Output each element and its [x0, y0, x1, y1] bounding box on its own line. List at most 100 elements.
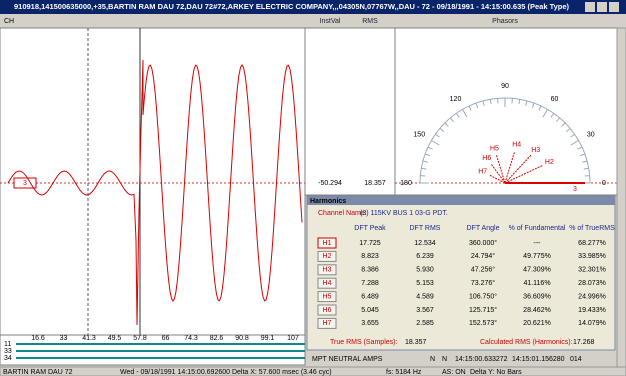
- phasor-tick: [489, 99, 492, 105]
- calc-rms-label: Calculated RMS (Harmonics):: [480, 339, 573, 346]
- harmonic-label: H6: [323, 307, 332, 314]
- phasor-tick: [542, 109, 548, 118]
- harmonic-button: [317, 304, 337, 316]
- harmonic-cell: 36.609%: [523, 293, 551, 300]
- minimize-button[interactable]: [585, 2, 595, 12]
- harmonic-cell: 125.715°: [469, 306, 497, 314]
- angle-label: 30: [587, 131, 595, 138]
- harmonic-cell: 28.073%: [578, 280, 606, 287]
- channel-name-label: Channel Name:: [318, 210, 367, 217]
- maximize-button[interactable]: [597, 2, 607, 12]
- harmonic-button: [317, 317, 337, 329]
- harmonic-button: [317, 250, 337, 262]
- x-axis-label: 82.6: [210, 335, 224, 342]
- column-header: DFT Angle: [467, 225, 500, 232]
- harmonic-cell: 47.256°: [471, 266, 495, 274]
- column-header: DFT RMS: [410, 225, 441, 232]
- harmonic-cell: 5.153: [416, 280, 434, 287]
- close-button[interactable]: [609, 2, 619, 12]
- phasor-tick: [561, 122, 566, 127]
- harmonic-button: [317, 277, 337, 289]
- title-bar: [0, 0, 626, 14]
- harmonic-label: H1: [323, 240, 332, 247]
- dialog-title: Harmonics: [310, 198, 346, 205]
- status-bar: [0, 366, 626, 376]
- harmonic-cell: 73.276°: [471, 279, 495, 287]
- true-rms: 18.357: [405, 339, 427, 346]
- readout-panel: [304, 27, 396, 196]
- phasor-tick: [422, 160, 428, 163]
- channel-row-label: 11: [4, 341, 11, 348]
- harmonic-label: H2: [323, 253, 332, 260]
- harmonic-cell: 24.996%: [578, 293, 606, 300]
- x-axis-label: 33: [60, 335, 68, 342]
- true-rms-label: True RMS (Samples):: [330, 339, 397, 346]
- harmonics-dialog: [306, 195, 616, 351]
- harmonic-cell: 12.534: [414, 240, 436, 247]
- harmonic-button: [317, 291, 337, 303]
- phasor-tick: [582, 160, 588, 163]
- harmonic-cell: 47.309%: [523, 267, 551, 274]
- channel-tag[interactable]: [13, 177, 37, 189]
- phasor-vector: [504, 154, 532, 184]
- phasor-tick: [449, 117, 454, 123]
- phasor-vector: [504, 151, 516, 184]
- harmonic-cell: 4.589: [416, 293, 434, 300]
- harmonic-cell: 14.079%: [578, 320, 606, 327]
- phasor-label: H7: [478, 168, 487, 175]
- phasor-label: H5: [490, 145, 499, 152]
- waveform-panel: [0, 27, 306, 336]
- channel-bar-field: 14:15:01.156280: [512, 356, 565, 363]
- column-header: % of TrueRMS: [569, 225, 615, 232]
- harmonic-cell: 68.277%: [578, 240, 606, 247]
- harmonic-label: H4: [323, 280, 332, 287]
- inst-val-header: InstVal: [320, 18, 341, 25]
- channel-bar-field: MPT NEUTRAL AMPS: [312, 356, 383, 363]
- channel-row-label: 33: [4, 348, 12, 355]
- phasor-vector: [504, 164, 544, 184]
- channel-bar-field: N: [430, 356, 435, 363]
- phasors-header: Phasors: [492, 18, 518, 25]
- window-title: 910918,141500635000,+35,BARTIN RAM DAU 7…: [14, 2, 570, 11]
- phasor-label: H2: [545, 159, 554, 166]
- phasor-tick: [525, 100, 528, 106]
- phasor-tick: [538, 105, 542, 111]
- phasor-tick: [550, 113, 555, 118]
- angle-label: 120: [450, 96, 462, 103]
- waveform-trace: [7, 59, 303, 326]
- calc-rms: 17.268: [573, 339, 595, 346]
- phasor-tick: [570, 140, 579, 146]
- dialog-title-bar: [307, 196, 615, 205]
- harmonic-cell: 6.489: [361, 293, 379, 300]
- harmonic-cell: 28.462%: [523, 307, 551, 314]
- phasor-tick: [421, 167, 427, 170]
- status-field: Wed - 09/18/1991 14:15:00.692600 Delta X…: [120, 369, 332, 376]
- harmonic-cell: 8.823: [361, 253, 379, 260]
- phasor-label: H6: [482, 155, 491, 162]
- harmonic-cell: 3.655: [361, 320, 379, 327]
- harmonic-cell: 5.930: [416, 267, 434, 274]
- phasor-tick: [482, 100, 485, 106]
- channel-bar-field: 014: [570, 356, 582, 363]
- harmonic-cell: 7.288: [361, 280, 379, 287]
- phasor-tick: [427, 146, 433, 150]
- phasor-label: H3: [531, 147, 540, 154]
- scrollbar[interactable]: [616, 27, 626, 368]
- x-axis-label: 74.3: [184, 335, 198, 342]
- harmonic-cell: ---: [534, 240, 542, 247]
- channel-tag-label: 3: [23, 180, 27, 187]
- x-axis-label: 16.6: [31, 335, 45, 342]
- channel-row-label: 34: [4, 355, 12, 362]
- harmonic-cell: 2.585: [416, 320, 434, 327]
- harmonic-button: [317, 264, 337, 276]
- harmonic-label: H7: [323, 320, 332, 327]
- phasor-tick: [518, 99, 521, 105]
- phasor-tick: [577, 146, 583, 150]
- x-axis-label: 107: [287, 335, 299, 342]
- harmonic-cell: 41.116%: [523, 280, 550, 287]
- phasor-tick: [431, 140, 440, 146]
- column-header: % of Fundamental: [509, 225, 566, 232]
- harmonic-cell: 8.386: [361, 267, 379, 274]
- x-axis-label: 90.8: [235, 335, 249, 342]
- harmonic-cell: 152.573°: [469, 319, 497, 327]
